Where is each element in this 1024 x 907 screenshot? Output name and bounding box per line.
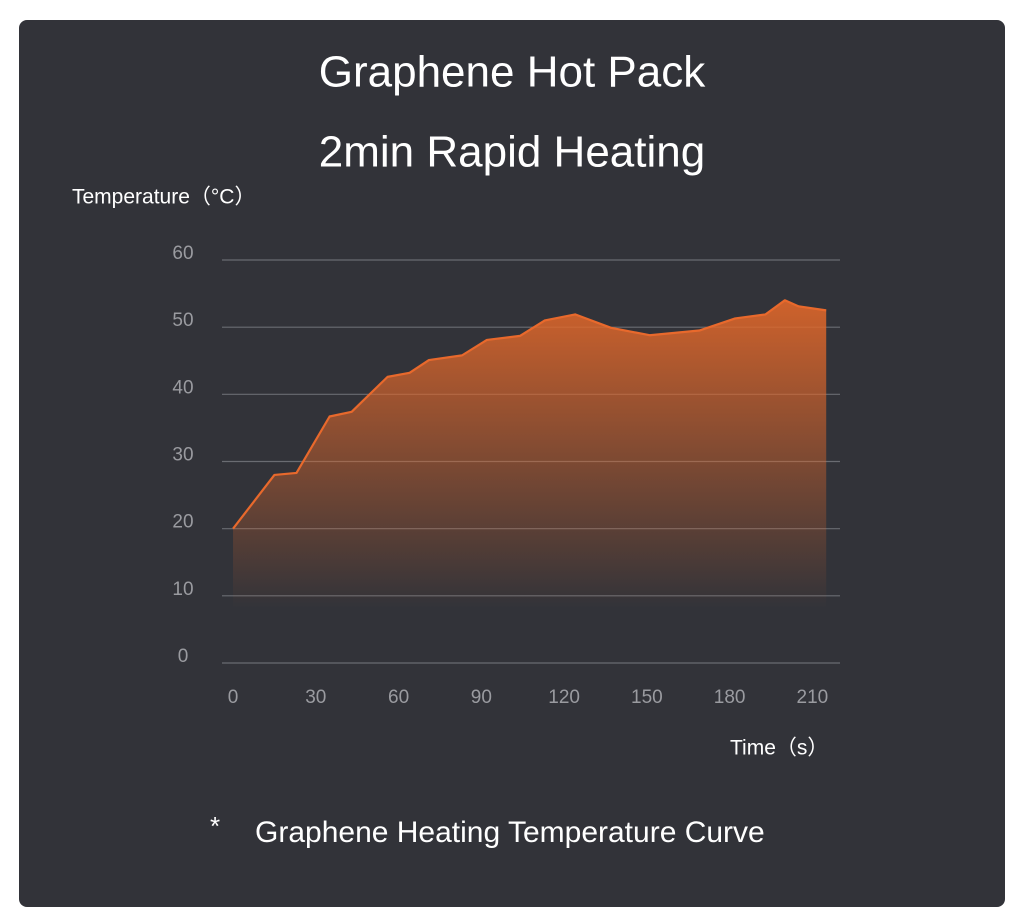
x-tick-label: 0 xyxy=(228,687,239,708)
note: Graphene Heating Temperature Curve xyxy=(255,816,765,849)
line xyxy=(232,299,827,530)
x-tick-label: 150 xyxy=(631,687,663,708)
x-tick-label: 120 xyxy=(548,687,580,708)
x-axis-label: Time（s） xyxy=(730,737,828,760)
x-tick-label: 180 xyxy=(714,687,746,708)
y-tick-label: 10 xyxy=(172,579,193,600)
x-tick-label: 210 xyxy=(797,687,829,708)
y-tick-label: 20 xyxy=(172,512,193,533)
chart-title: Graphene Hot Pack xyxy=(319,48,706,97)
y-tick-label: 60 xyxy=(172,243,193,264)
area-fill xyxy=(233,300,827,663)
y-tick-label: 30 xyxy=(172,445,193,466)
y-tick-label: 40 xyxy=(172,377,193,398)
y-axis-label: Temperature（°C） xyxy=(72,186,255,209)
x-tick-label: 30 xyxy=(305,687,326,708)
chart-subtitle: 2min Rapid Heating xyxy=(319,128,705,177)
y-tick-label: 0 xyxy=(178,646,189,667)
note-marker: * xyxy=(210,811,220,841)
x-tick-label: 90 xyxy=(471,687,492,708)
x-tick-label: 60 xyxy=(388,687,409,708)
y-tick-label: 50 xyxy=(172,310,193,331)
